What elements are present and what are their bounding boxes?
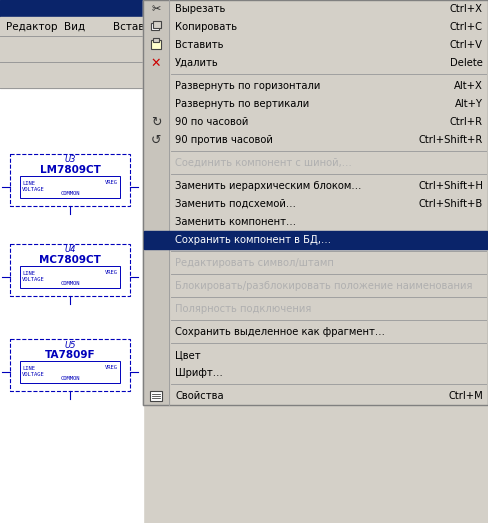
Bar [153,38,159,42]
Bar [150,391,162,401]
Bar [10,339,130,391]
Text: LINE
VOLTAGE: LINE VOLTAGE [22,366,45,377]
Text: COMMON: COMMON [60,191,80,196]
Bar [143,0,488,405]
Text: Вставить: Вставить [175,40,224,50]
Bar [151,40,161,49]
Text: Сохранить компонент в БД,…: Сохранить компонент в БД,… [175,235,331,245]
Text: 90 против часовой: 90 против часовой [175,135,273,145]
Text: Развернуть по горизонтали: Развернуть по горизонтали [175,81,321,91]
Text: LINE
VOLTAGE: LINE VOLTAGE [22,271,45,282]
Text: 90 по часовой: 90 по часовой [175,117,248,127]
Text: COMMON: COMMON [60,376,80,381]
Text: Ctrl+R: Ctrl+R [450,117,483,127]
Text: ✕: ✕ [151,56,161,70]
Text: LM7809CT: LM7809CT [40,165,101,175]
Text: Развернуть по вертикали: Развернуть по вертикали [175,99,309,109]
Bar [20,266,120,288]
Text: Ctrl+Shift+H: Ctrl+Shift+H [418,181,483,191]
Text: ↺: ↺ [151,133,161,146]
Text: Блокировать/разблокировать положение наименования: Блокировать/разблокировать положение наи… [175,281,472,291]
Text: U4: U4 [64,245,76,255]
Text: Копировать: Копировать [175,22,237,32]
Bar [10,154,130,206]
Text: VREG: VREG [105,365,118,370]
Bar [151,23,159,30]
Text: Вид: Вид [64,21,85,31]
Text: Ctrl+Shift+R: Ctrl+Shift+R [419,135,483,145]
Text: 7809 - Максим - [МЦД...: 7809 - Максим - [МЦД... [176,3,312,14]
Bar [143,0,488,405]
Text: Вырезать: Вырезать [175,4,225,14]
Text: Редактировать символ/штамп: Редактировать символ/штамп [175,258,334,268]
Text: ✂: ✂ [151,4,161,14]
Text: LINE
VOLTAGE: LINE VOLTAGE [22,181,45,192]
Text: Ctrl+Shift+B: Ctrl+Shift+B [419,199,483,209]
Bar [0,17,488,36]
Text: Вставит: Вставит [113,21,157,31]
Text: Сохранить выделенное как фрагмент…: Сохранить выделенное как фрагмент… [175,327,385,337]
Bar [10,244,130,296]
Text: Редактор: Редактор [6,21,58,31]
Text: Delete: Delete [450,58,483,68]
Text: Ctrl+V: Ctrl+V [450,40,483,50]
Text: MC7809CT: MC7809CT [39,255,101,265]
Text: Соединить компонент с шиной,…: Соединить компонент с шиной,… [175,158,352,168]
Bar [0,36,488,62]
Bar [0,88,143,523]
Text: Ctrl+C: Ctrl+C [450,22,483,32]
Bar [143,0,169,405]
Bar [20,176,120,198]
Text: Ctrl+X: Ctrl+X [450,4,483,14]
Text: COMMON: COMMON [60,281,80,286]
Text: Заменить подсхемой…: Заменить подсхемой… [175,199,296,209]
Text: Alt+X: Alt+X [454,81,483,91]
Text: Цвет: Цвет [175,350,201,360]
Text: Заменить компонент…: Заменить компонент… [175,217,296,227]
Bar [0,0,488,17]
Text: Полярность подключения: Полярность подключения [175,304,311,314]
Bar [0,62,488,88]
Text: TA7809F: TA7809F [45,350,95,360]
Text: Ctrl+M: Ctrl+M [448,391,483,401]
Text: Заменить иерархическим блоком…: Заменить иерархическим блоком… [175,181,362,191]
Text: U5: U5 [64,340,76,349]
Bar [144,231,487,249]
Bar [20,361,120,383]
Text: U3: U3 [64,155,76,165]
Bar [153,21,161,28]
Text: Удалить: Удалить [175,58,219,68]
Text: Шрифт…: Шрифт… [175,368,223,378]
Text: VREG: VREG [105,270,118,275]
Text: VREG: VREG [105,180,118,185]
Text: Свойства: Свойства [175,391,224,401]
Text: ↻: ↻ [151,116,161,129]
Text: Alt+Y: Alt+Y [455,99,483,109]
